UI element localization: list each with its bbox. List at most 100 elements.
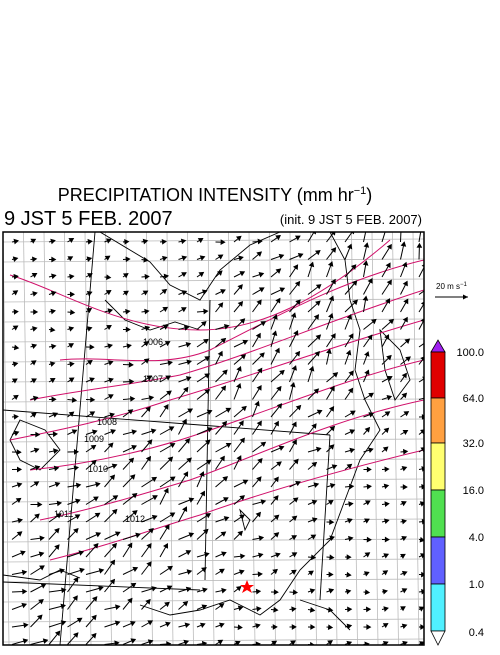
wind-arrow-head <box>145 275 149 279</box>
wind-arrow-head <box>219 255 223 259</box>
wind-scale: 20 m s−1 <box>435 282 468 300</box>
wind-arrow-head <box>32 413 36 417</box>
wind-arrow-head <box>164 325 168 329</box>
wind-arrow-head <box>279 254 283 258</box>
wind-arrow-head <box>111 430 115 434</box>
wind-arrow-head <box>329 589 333 593</box>
wind-arrow-head <box>274 590 278 594</box>
wind-arrow-head <box>350 430 354 434</box>
wind-arrow-head <box>127 344 131 348</box>
wind-arrow-head <box>220 623 224 627</box>
isobar-label: 1007 <box>143 374 163 384</box>
wind-arrow-head <box>260 288 264 291</box>
wind-arrow-head <box>164 544 167 548</box>
wind-arrow-head <box>69 344 73 347</box>
grid-line <box>3 499 424 502</box>
wind-arrow-head <box>88 327 92 331</box>
wind-scale-label: 20 m s−1 <box>436 282 468 291</box>
grid-line <box>352 232 358 645</box>
wind-arrow-head <box>365 590 369 594</box>
wind-arrow-head <box>126 257 130 261</box>
wind-arrow-head <box>347 555 351 559</box>
wind-arrow-head <box>14 240 18 244</box>
wind-arrow-head <box>402 467 406 471</box>
wind-arrow-head <box>237 367 241 371</box>
wind-arrow-head <box>124 274 128 278</box>
wind-arrow-head <box>383 571 387 575</box>
wind-arrow-head <box>113 496 117 500</box>
wind-arrow-head <box>132 430 136 434</box>
wind-arrow-head <box>257 300 261 304</box>
wind-arrow-head <box>39 552 43 556</box>
wind-arrow-head <box>38 503 42 507</box>
wind-arrow-head <box>36 433 40 437</box>
wind-arrow-head <box>90 412 94 416</box>
wind-arrow-head <box>116 621 120 625</box>
isobar-label: 1006 <box>143 337 163 347</box>
wind-arrow-head <box>332 280 335 284</box>
wind-arrow-head <box>163 307 167 311</box>
wind-arrow-head <box>17 450 21 454</box>
wind-arrow-head <box>256 590 260 594</box>
wind-arrow-head <box>126 310 130 314</box>
wind-arrow-head <box>420 607 424 611</box>
wind-arrow-head <box>330 520 334 524</box>
wind-arrow-head <box>51 328 55 332</box>
wind-arrow-head <box>200 256 204 260</box>
wind-arrow-head <box>348 245 352 249</box>
wind-arrow-head <box>107 275 111 279</box>
grid-line <box>3 379 424 382</box>
grid-line <box>3 419 424 422</box>
wind-arrow-head <box>239 606 243 610</box>
wind-arrow-head <box>40 566 44 570</box>
wind-arrow-head <box>204 339 208 343</box>
wind-arrow-head <box>310 263 314 267</box>
wind-arrow-head <box>273 625 277 629</box>
wind-arrow-head <box>280 446 284 450</box>
wind-arrow-head <box>147 457 151 461</box>
wind-arrow-head <box>312 500 316 504</box>
wind-arrow-head <box>259 553 263 557</box>
wind-arrow-head <box>109 361 113 365</box>
wind-arrow-head <box>240 570 244 574</box>
wind-arrow-head <box>296 236 300 239</box>
wind-arrow-head <box>365 572 369 576</box>
wind-arrow-head <box>32 361 36 365</box>
wind-arrow-head <box>311 625 315 629</box>
wind-arrow-head <box>88 240 92 244</box>
wind-arrow-head <box>152 429 156 433</box>
wind-arrow-head <box>113 464 117 468</box>
wind-arrow-head <box>273 331 277 335</box>
wind-arrow-head <box>404 281 408 285</box>
wind-arrow-head <box>384 607 388 611</box>
wind-arrow-head <box>32 344 36 348</box>
wind-arrow-head <box>15 346 19 350</box>
wind-arrow-head <box>404 412 408 416</box>
wind-arrow-head <box>403 373 407 377</box>
wind-arrow-head <box>313 518 317 522</box>
wind-arrow-head <box>220 569 224 573</box>
wind-arrow-head <box>60 569 64 573</box>
wind-arrow-head <box>187 587 191 591</box>
wind-arrow-head <box>54 449 58 453</box>
wind-arrow-head <box>149 396 153 400</box>
wind-arrow-head <box>221 456 225 460</box>
wind-arrow-head <box>275 422 278 426</box>
wind-arrow-head <box>292 607 296 611</box>
wind-arrow-head <box>186 551 190 555</box>
wind-arrow-head <box>22 604 26 608</box>
wind-arrow-head <box>186 343 190 347</box>
wind-arrow-head <box>33 327 37 331</box>
wind-arrow-head <box>243 480 247 484</box>
wind-arrow-head <box>387 263 390 267</box>
wind-arrow-head <box>368 335 372 339</box>
wind-arrow-head <box>365 519 369 523</box>
wind-arrow-head <box>92 445 96 449</box>
wind-arrow-head <box>52 345 56 349</box>
wind-arrow-head <box>385 538 389 542</box>
wind-arrow-head <box>21 551 25 555</box>
wind-arrow-head <box>314 483 318 487</box>
wind-arrow-head <box>148 621 152 624</box>
